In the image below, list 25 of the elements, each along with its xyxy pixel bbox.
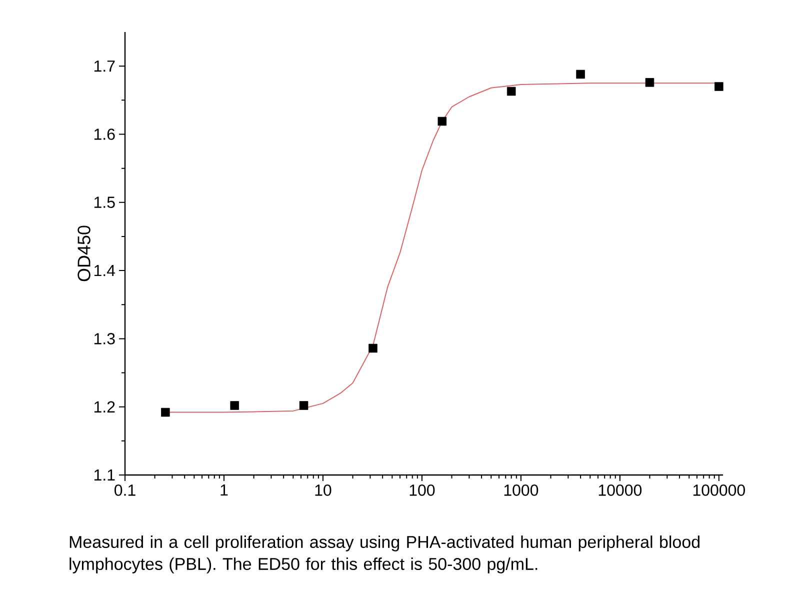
text: Measured in a cell proliferation assay using PHA-activated human peripheral blood lymphocytes (PBL). The ED50 for this effect is 50-300 pg/mL. bbox=[70, 536, 700, 574]
y-tick-label: 1.3 bbox=[94, 333, 115, 344]
y-axis-title: OD450 bbox=[78, 226, 90, 282]
point bbox=[299, 401, 308, 410]
y-tick-label: 1.2 bbox=[94, 401, 115, 412]
x-tick-label: 100000 bbox=[693, 484, 745, 496]
point bbox=[230, 401, 239, 410]
x-tick-label: 1 bbox=[220, 484, 228, 496]
point bbox=[438, 116, 447, 126]
y-tick-label: 1.4 bbox=[94, 265, 116, 276]
point bbox=[506, 86, 516, 96]
y-tick-label: 1.5 bbox=[94, 196, 115, 208]
point bbox=[368, 344, 378, 353]
x-tick-label: 10000 bbox=[598, 484, 642, 496]
x-tick-label: 0.1 bbox=[114, 484, 136, 496]
y-tick-label: 1.1 bbox=[94, 469, 115, 481]
x-tick-label: 1000 bbox=[504, 484, 538, 496]
y-tick-label: 1.7 bbox=[94, 60, 115, 72]
x-tick-label: 100 bbox=[410, 484, 435, 496]
y-tick-label: 1.6 bbox=[94, 128, 115, 140]
point bbox=[645, 78, 654, 87]
point bbox=[576, 70, 585, 79]
point bbox=[714, 82, 724, 91]
x-tick-label: 10 bbox=[315, 484, 332, 496]
point bbox=[161, 408, 170, 417]
